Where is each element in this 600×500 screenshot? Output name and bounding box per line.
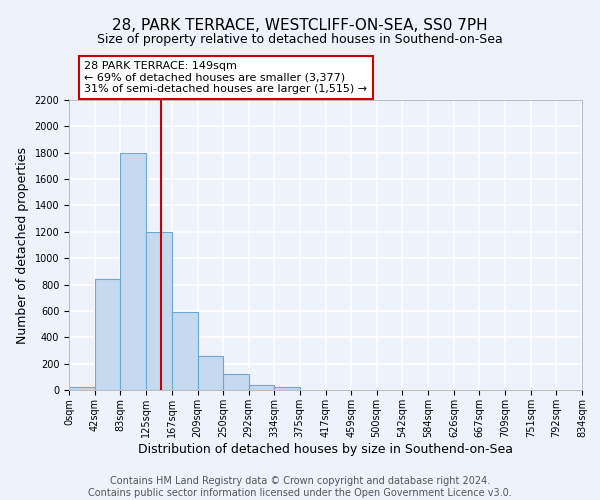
Bar <box>172 312 197 390</box>
Bar <box>274 386 299 390</box>
X-axis label: Distribution of detached houses by size in Southend-on-Sea: Distribution of detached houses by size … <box>138 442 513 456</box>
Text: Contains HM Land Registry data © Crown copyright and database right 2024.
Contai: Contains HM Land Registry data © Crown c… <box>88 476 512 498</box>
Text: Size of property relative to detached houses in Southend-on-Sea: Size of property relative to detached ho… <box>97 32 503 46</box>
Bar <box>223 374 248 390</box>
Bar <box>95 280 120 390</box>
Bar <box>248 384 274 390</box>
Bar <box>69 386 95 390</box>
Bar <box>197 356 223 390</box>
Bar <box>146 232 172 390</box>
Y-axis label: Number of detached properties: Number of detached properties <box>16 146 29 344</box>
Text: 28, PARK TERRACE, WESTCLIFF-ON-SEA, SS0 7PH: 28, PARK TERRACE, WESTCLIFF-ON-SEA, SS0 … <box>112 18 488 32</box>
Bar <box>120 152 146 390</box>
Text: 28 PARK TERRACE: 149sqm
← 69% of detached houses are smaller (3,377)
31% of semi: 28 PARK TERRACE: 149sqm ← 69% of detache… <box>85 61 368 94</box>
